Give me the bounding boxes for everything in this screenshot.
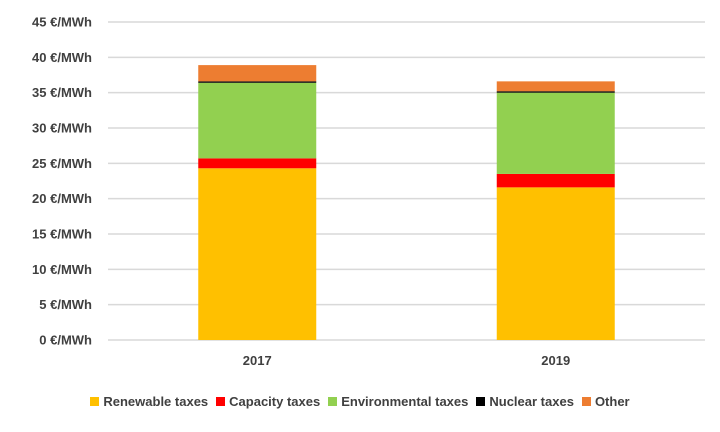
y-axis-tick-labels: 0 €/MWh 5 €/MWh 10 €/MWh 15 €/MWh 20 €/MWh 25… (32, 15, 92, 348)
bar-segment-capacity-taxes-2017 (198, 158, 317, 169)
legend-swatch (328, 397, 338, 406)
legend-label: Nuclear taxes (489, 394, 574, 409)
legend: Renewable taxes Capacity taxes Environment… (0, 394, 720, 409)
bar-segment-renewable-taxes-2019 (496, 187, 615, 340)
legend-label: Renewable taxes (103, 394, 209, 409)
legend-label: Other (594, 394, 630, 409)
y-tick-label: 25 €/MWh (32, 156, 92, 171)
stacked-bar-chart: 0 €/MWh 5 €/MWh 10 €/MWh 15 €/MWh 20 €/MWh 25… (32, 15, 705, 368)
y-tick-label: 15 €/MWh (32, 227, 92, 242)
legend-swatch (90, 397, 100, 406)
legend-item: Environmental taxes (328, 394, 468, 409)
bar-segment-other-2019 (496, 81, 615, 92)
bar-segment-other-2017 (198, 65, 317, 82)
legend-item: Capacity taxes (216, 394, 320, 409)
x-tick-label: 2019 (541, 353, 570, 368)
bars (198, 65, 615, 340)
y-tick-label: 40 €/MWh (32, 50, 92, 65)
y-tick-label: 35 €/MWh (32, 85, 92, 100)
y-tick-label: 0 €/MWh (39, 333, 92, 348)
gridlines (108, 21, 705, 341)
x-axis-tick-labels: 2017 2019 (243, 353, 570, 368)
legend-swatch (216, 397, 226, 406)
legend-swatch (581, 397, 591, 406)
x-tick-label: 2017 (243, 353, 272, 368)
legend-swatch (476, 397, 486, 406)
bar-segment-nuclear-taxes-2017 (198, 81, 317, 83)
y-tick-label: 45 €/MWh (32, 15, 92, 30)
legend-item: Renewable taxes (90, 394, 208, 409)
legend-item: Other (581, 394, 630, 409)
legend-label: Environmental taxes (341, 394, 469, 409)
bar-segment-capacity-taxes-2019 (496, 173, 615, 188)
y-tick-label: 10 €/MWh (32, 262, 92, 277)
bar-segment-nuclear-taxes-2019 (496, 91, 615, 93)
y-tick-label: 5 €/MWh (39, 297, 92, 312)
y-tick-label: 20 €/MWh (32, 191, 92, 206)
legend-item: Nuclear taxes (476, 394, 574, 409)
bar-segment-environmental-taxes-2019 (496, 92, 615, 174)
y-tick-label: 30 €/MWh (32, 121, 92, 136)
bar-segment-renewable-taxes-2017 (198, 168, 317, 340)
legend-label: Capacity taxes (229, 394, 321, 409)
bar-segment-environmental-taxes-2017 (198, 82, 317, 159)
